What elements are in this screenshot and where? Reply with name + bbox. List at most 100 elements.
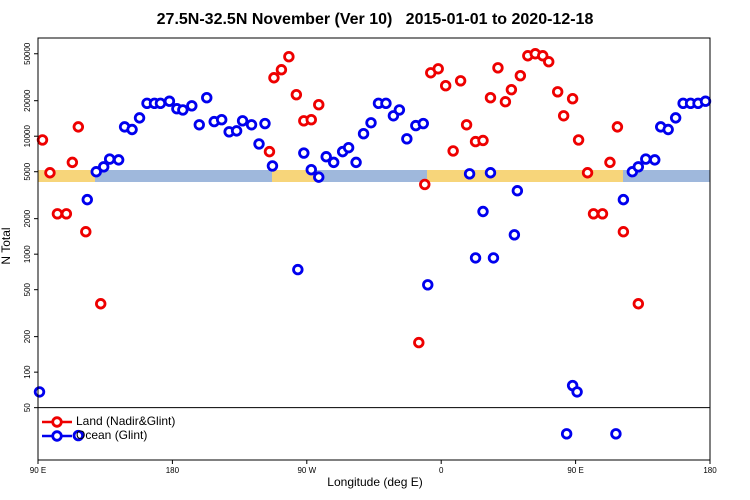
point <box>320 151 332 163</box>
point <box>126 123 138 136</box>
y-tick-label: 200 <box>23 329 32 343</box>
point <box>505 83 518 96</box>
point <box>90 166 102 178</box>
x-tick-label: 90 E <box>30 466 46 475</box>
point <box>80 226 92 238</box>
point <box>380 97 392 110</box>
point <box>327 156 340 169</box>
y-tick-label: 1000 <box>23 245 32 263</box>
y-tick-label: 50000 <box>23 42 32 65</box>
point <box>477 134 489 147</box>
point <box>617 193 630 206</box>
x-tick-label: 0 <box>439 466 444 475</box>
point <box>571 386 583 398</box>
legend-marker <box>51 430 63 442</box>
point <box>177 104 189 116</box>
point <box>557 110 570 122</box>
point <box>72 121 85 133</box>
point <box>649 154 661 166</box>
point <box>587 208 600 220</box>
legend-label: Ocean (Glint) <box>76 428 147 442</box>
point <box>662 123 674 136</box>
chart-title: 27.5N-32.5N November (Ver 10) 2015-01-01… <box>157 11 594 28</box>
land-strip <box>272 170 316 182</box>
point <box>230 125 243 137</box>
point <box>112 154 125 166</box>
point <box>401 133 413 145</box>
point <box>365 117 377 129</box>
point <box>611 121 624 133</box>
point <box>419 178 431 191</box>
point <box>215 114 228 126</box>
y-tick-label: 20000 <box>23 89 32 112</box>
point <box>484 167 497 179</box>
y-tick-label: 500 <box>23 282 32 296</box>
point <box>581 167 594 179</box>
point <box>290 88 303 101</box>
legend-marker <box>51 416 63 428</box>
point <box>44 167 56 179</box>
point <box>81 193 93 206</box>
point <box>699 95 712 107</box>
y-tick-label: 5000 <box>23 162 32 180</box>
point <box>133 112 146 124</box>
point <box>66 156 79 169</box>
y-tick-label: 10000 <box>23 125 32 148</box>
point <box>632 161 645 173</box>
point <box>98 161 110 173</box>
point <box>463 168 476 180</box>
point <box>514 69 527 82</box>
point <box>511 185 524 197</box>
x-tick-label: 180 <box>703 466 717 475</box>
point <box>313 98 325 111</box>
point <box>469 252 482 264</box>
point <box>560 428 573 440</box>
point <box>283 51 295 63</box>
point <box>275 64 288 76</box>
point <box>543 56 555 68</box>
point <box>95 298 107 310</box>
point <box>253 138 265 150</box>
point <box>357 128 370 140</box>
x-tick-label: 90 E <box>567 466 583 475</box>
point <box>342 141 355 154</box>
point <box>439 80 452 92</box>
plot-area <box>33 48 712 442</box>
point <box>572 134 585 146</box>
point <box>566 92 579 105</box>
point <box>60 208 73 220</box>
point <box>413 336 425 349</box>
point <box>36 134 49 146</box>
point <box>201 92 213 104</box>
point <box>460 119 473 131</box>
point <box>669 112 682 124</box>
point <box>186 100 198 112</box>
x-axis-label: Longitude (deg E) <box>327 475 422 489</box>
point <box>33 386 46 398</box>
point <box>236 115 249 127</box>
point <box>163 95 176 107</box>
y-tick-label: 100 <box>23 365 32 379</box>
point <box>487 252 500 264</box>
point <box>51 208 64 220</box>
y-tick-label: 50 <box>23 403 32 412</box>
point <box>72 429 85 442</box>
point <box>596 208 609 220</box>
point <box>477 205 489 218</box>
plot-frame <box>37 37 711 461</box>
point <box>350 156 362 169</box>
point <box>432 63 444 75</box>
surface-strip <box>38 170 710 182</box>
point <box>103 153 116 165</box>
point <box>484 92 497 104</box>
point <box>551 86 564 98</box>
point <box>193 119 205 131</box>
point <box>245 119 258 131</box>
x-tick-label: 180 <box>166 466 180 475</box>
point <box>604 156 616 169</box>
point <box>292 263 304 276</box>
point <box>617 226 630 238</box>
point <box>305 164 317 176</box>
